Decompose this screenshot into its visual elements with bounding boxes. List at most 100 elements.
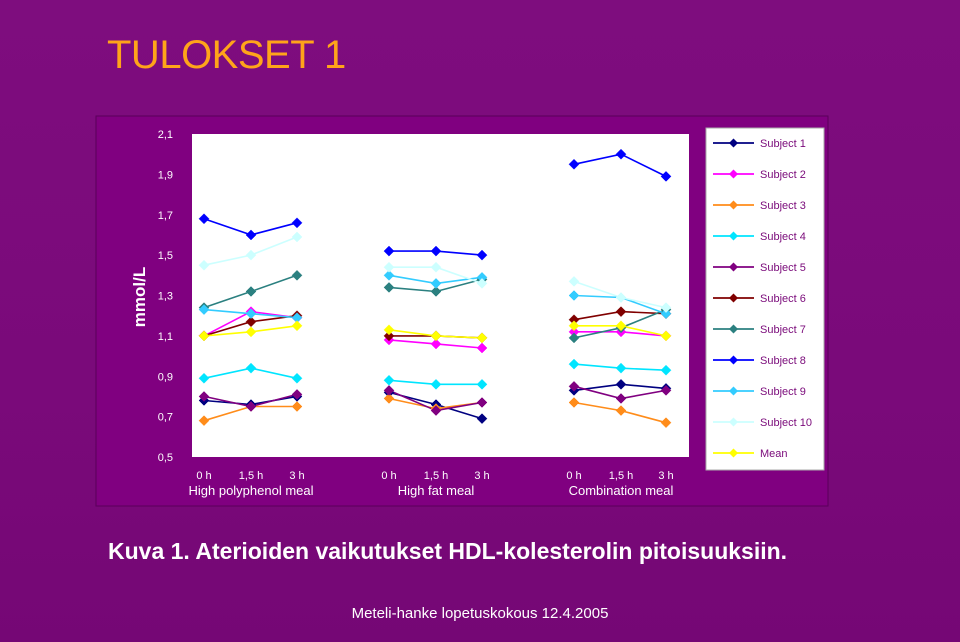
data-point	[430, 338, 442, 350]
data-point	[245, 308, 257, 320]
data-point	[383, 324, 395, 336]
legend-marker	[729, 386, 738, 396]
data-point	[383, 393, 395, 404]
x-tick-label: 3 h	[658, 470, 673, 482]
data-point	[476, 278, 488, 289]
data-point	[198, 415, 210, 427]
data-point	[660, 308, 672, 320]
data-point	[568, 397, 580, 408]
legend-marker	[729, 355, 738, 365]
legend-label: Subject 3	[760, 200, 806, 212]
data-point	[291, 231, 303, 243]
legend-label: Subject 7	[760, 324, 806, 336]
data-point	[245, 401, 257, 412]
group-label: High polyphenol meal	[188, 483, 313, 498]
x-tick-label: 0 h	[381, 470, 396, 482]
data-point	[430, 405, 442, 416]
data-point	[383, 385, 395, 396]
data-point	[615, 292, 627, 303]
data-point	[245, 326, 257, 338]
legend-label: Subject 1	[760, 138, 806, 150]
legend-marker	[729, 448, 738, 458]
data-point	[568, 380, 580, 392]
legend-label: Subject 6	[760, 293, 806, 305]
x-tick-label: 3 h	[474, 470, 489, 482]
data-point	[383, 330, 395, 342]
data-point	[198, 259, 210, 271]
data-point	[198, 372, 210, 384]
legend-marker	[729, 262, 738, 272]
data-point	[291, 389, 303, 400]
y-axis-label: mmol/L	[130, 267, 149, 327]
data-point	[198, 330, 210, 342]
data-point	[615, 320, 627, 332]
data-point	[660, 385, 672, 396]
legend-label: Mean	[760, 448, 788, 460]
data-point	[660, 330, 672, 342]
data-point	[430, 261, 442, 273]
data-point	[198, 391, 210, 402]
legend-marker	[729, 200, 738, 210]
y-tick-label: 1,1	[158, 331, 173, 343]
x-tick-labels: 0 h 1,5 h 3 h 0 h 1,5 h 3 h 0 h 1,5 h 3 h	[196, 470, 673, 482]
y-tick-label: 0,5	[158, 452, 173, 464]
data-point	[291, 401, 303, 412]
data-point	[245, 286, 257, 297]
x-tick-label: 1,5 h	[424, 470, 448, 482]
data-point	[383, 282, 395, 293]
data-point	[476, 342, 488, 354]
data-point	[568, 158, 580, 170]
x-tick-label: 0 h	[196, 470, 211, 482]
data-point	[430, 278, 442, 289]
data-point	[660, 417, 672, 429]
x-tick-label: 0 h	[566, 470, 581, 482]
data-point	[568, 332, 580, 344]
group-label: Combination meal	[569, 483, 674, 498]
x-tick-label: 1,5 h	[239, 470, 263, 482]
data-point	[476, 249, 488, 261]
data-point	[291, 320, 303, 332]
y-tick-label: 1,9	[158, 169, 173, 181]
y-tick-labels: 2,1 1,9 1,7 1,5 1,3 1,1 0,9 0,7 0,5	[158, 129, 173, 464]
x-tick-label: 3 h	[289, 470, 304, 482]
figure-caption: Kuva 1. Aterioiden vaikutukset HDL-koles…	[108, 538, 788, 564]
data-point	[660, 302, 672, 313]
data-point	[383, 261, 395, 273]
data-point	[383, 269, 395, 281]
y-tick-label: 2,1	[158, 129, 173, 141]
slide-title: TULOKSET 1	[107, 33, 346, 77]
y-tick-label: 1,5	[158, 250, 173, 262]
data-point	[615, 306, 627, 318]
data-point	[383, 245, 395, 257]
footer-text: Meteli-hanke lopetuskokous 12.4.2005	[351, 605, 609, 622]
data-point	[198, 213, 210, 225]
data-point	[476, 397, 488, 408]
legend-label: Subject 9	[760, 386, 806, 398]
legend-marker	[729, 293, 738, 303]
data-point	[245, 362, 257, 374]
group-labels: High polyphenol meal High fat meal Combina…	[188, 483, 673, 498]
data-point	[660, 364, 672, 376]
data-point	[615, 378, 627, 390]
legend: Subject 1 Subject 2 Subject 3 Subject 4 Subj…	[705, 127, 825, 471]
data-point	[615, 405, 627, 416]
data-point	[568, 276, 580, 287]
data-point	[291, 269, 303, 281]
data-point	[245, 229, 257, 241]
data-point	[568, 290, 580, 301]
y-tick-label: 0,7	[158, 412, 173, 424]
data-point	[615, 362, 627, 374]
data-point	[476, 332, 488, 344]
legend-label: Subject 5	[760, 262, 806, 274]
data-point	[198, 304, 210, 315]
data-point	[430, 245, 442, 257]
legend-marker	[729, 138, 738, 148]
data-point	[245, 249, 257, 261]
data-point	[430, 286, 442, 297]
data-point	[476, 378, 488, 390]
legend-marker	[729, 231, 738, 241]
data-point	[291, 372, 303, 384]
x-tick-label: 1,5 h	[609, 470, 633, 482]
